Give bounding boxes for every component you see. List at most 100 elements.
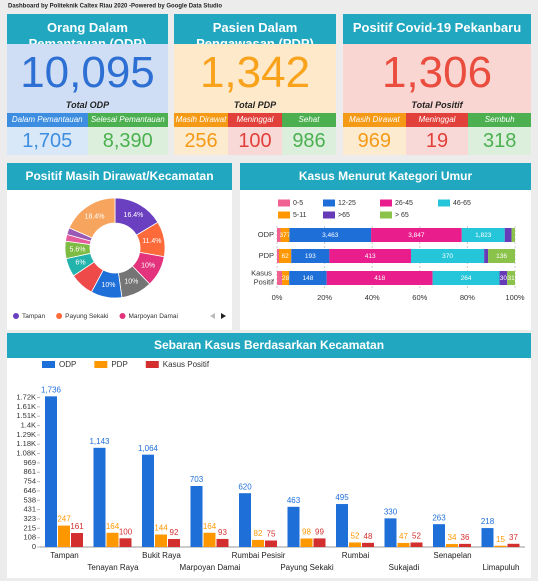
bar <box>481 528 494 547</box>
bar <box>168 539 180 547</box>
bar <box>362 542 374 547</box>
legend-label: ODP <box>59 360 76 369</box>
card-item: Sehat 986 <box>282 113 336 155</box>
segment-label: 370 <box>442 253 453 260</box>
item-label: Sehat <box>282 113 336 127</box>
bar <box>71 533 83 547</box>
value-label: 1,143 <box>89 437 110 446</box>
header-text: Dashboard by Politeknik Caltex Riau 2020… <box>8 4 222 10</box>
bar <box>239 493 251 547</box>
slice-label: 10% <box>141 262 155 269</box>
legend-prev[interactable] <box>210 313 215 319</box>
card-title: Pasien Dalam Pengawasan (PDP) <box>174 14 336 44</box>
y-tick-label: 861 <box>23 467 36 476</box>
card-items: Dalam Pemantauan 1,705 Selesai Pemantauan 8… <box>7 113 168 155</box>
value-label: 495 <box>335 493 349 502</box>
item-label: Meninggal <box>228 113 282 127</box>
bar-segment <box>289 228 372 242</box>
x-tick-label: Marpoyan Damai <box>180 563 241 572</box>
segment-label: 193 <box>305 253 316 260</box>
legend-swatch <box>380 211 392 219</box>
bar <box>216 538 229 547</box>
value-label: 48 <box>364 532 373 541</box>
bar <box>58 525 70 547</box>
legend-swatch <box>438 199 450 207</box>
item-value: 986 <box>282 127 336 155</box>
item-label: Masih Dirawat <box>343 113 406 127</box>
value-label: 75 <box>267 530 276 539</box>
y-tick-label: 1.51K <box>16 411 36 420</box>
x-tick-label: 0% <box>272 293 283 302</box>
segment-label: 413 <box>365 253 376 260</box>
card-item: Masih Dirawat 256 <box>174 113 228 155</box>
bar-segment <box>411 249 485 263</box>
segment-label: 3,847 <box>408 232 425 239</box>
kpi-card: Positif Covid-19 Pekanbaru 1,306 Total Pos… <box>343 14 531 155</box>
bar-segment <box>277 271 283 285</box>
card-main: 10,095 Total ODP <box>7 44 168 113</box>
y-tick-label: 1.61K <box>16 402 36 411</box>
segment-label: 3,463 <box>322 232 339 239</box>
segment-label: 31 <box>507 275 515 282</box>
x-tick-label: Rumbai <box>342 551 370 560</box>
value-label: 263 <box>432 513 446 522</box>
item-label: Masih Dirawat <box>174 113 228 127</box>
y-tick-label: 108 <box>23 533 36 542</box>
bar <box>459 543 471 547</box>
chart-title: Sebaran Kasus Berdasarkan Kecamatan <box>154 338 384 352</box>
y-tick-label: ODP <box>258 230 274 239</box>
value-label: 36 <box>461 533 470 542</box>
card-total: 10,095 <box>20 48 155 97</box>
item-label: Sembuh <box>468 113 531 127</box>
item-value: 19 <box>405 127 469 155</box>
bar <box>313 538 326 547</box>
bar <box>384 518 397 547</box>
bar-segment <box>277 249 279 263</box>
x-tick-label: 80% <box>460 293 475 302</box>
legend-swatch <box>94 361 108 368</box>
segment-label: 30 <box>500 275 508 282</box>
legend-label: 0-5 <box>293 200 303 207</box>
item-label: Selesai Pemantauan <box>87 113 168 127</box>
legend-next[interactable] <box>221 313 226 319</box>
bar <box>106 532 119 547</box>
kpi-card: Pasien Dalam Pengawasan (PDP) 1,342 Total … <box>174 14 336 155</box>
card-item: Meninggal 100 <box>228 113 282 155</box>
value-label: 52 <box>351 532 360 541</box>
x-tick-label: Senapelan <box>433 551 471 560</box>
card-item: Dalam Pemantauan 1,705 <box>7 113 88 155</box>
card-item: Sembuh 318 <box>468 113 531 155</box>
value-label: 164 <box>203 522 217 531</box>
legend-swatch <box>323 211 335 219</box>
bar-segment <box>278 249 292 263</box>
x-tick-label: Payung Sekaki <box>280 563 334 572</box>
bar-segment <box>504 228 512 242</box>
legend-swatch <box>56 313 63 319</box>
card-main: 1,342 Total PDP <box>174 44 336 113</box>
slice-label: 18.4% <box>85 213 105 220</box>
y-tick-label: 1.29K <box>16 430 36 439</box>
bar-segment <box>280 228 290 242</box>
card-total: 1,306 <box>381 48 493 97</box>
value-label: 92 <box>170 528 179 537</box>
x-tick-label: 100% <box>505 293 525 302</box>
legend-label: 46-65 <box>453 200 471 207</box>
card-title: Orang Dalam Pemantauan (ODP) <box>7 14 168 44</box>
bar <box>287 506 300 547</box>
bar-segment <box>291 249 330 263</box>
card-main: 1,306 Total Positif <box>343 44 531 113</box>
legend-label: PDP <box>111 360 127 369</box>
bar <box>397 542 410 547</box>
slice-label: 16.4% <box>124 212 144 219</box>
bar-segment <box>326 271 433 285</box>
panel <box>240 163 531 330</box>
label-line: Kasus <box>251 268 274 277</box>
slice-label: 10% <box>124 279 138 286</box>
bar <box>119 538 132 547</box>
legend-label: 5-11 <box>293 212 307 219</box>
x-tick-label: Bukit Raya <box>142 551 181 560</box>
value-label: 100 <box>119 527 133 536</box>
card-items: Masih Dirawat 256 Meninggal 100 Sehat 986 <box>174 113 336 155</box>
value-label: 144 <box>154 524 168 533</box>
